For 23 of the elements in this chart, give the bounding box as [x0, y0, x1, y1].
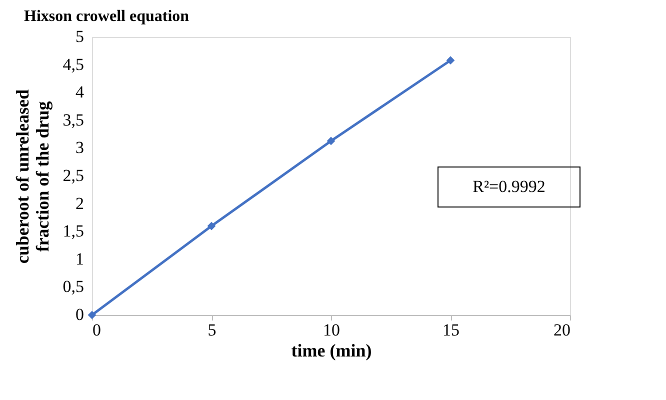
x-tick-label: 0: [92, 320, 101, 340]
x-tick-label: 5: [208, 320, 216, 340]
y-tick-label: 1,5: [62, 222, 84, 241]
y-tick-label: 0: [76, 305, 84, 324]
x-tick-label: 20: [554, 320, 570, 340]
x-tick-label: 15: [442, 320, 460, 340]
point: [446, 56, 455, 65]
y-tick-label: 2,5: [62, 166, 84, 185]
y-tick-label: 5: [76, 27, 84, 46]
point: [326, 136, 336, 146]
point: [207, 222, 216, 230]
y-tick-label: 3,5: [62, 110, 84, 130]
y-tick-label: 4: [76, 82, 84, 102]
y-tick-label: 3: [76, 138, 84, 158]
annotation: R²=0.9992: [472, 177, 546, 196]
chart-title: Hixson crowell equation: [24, 8, 190, 25]
y-tick-label: 0,5: [62, 277, 84, 296]
y-tick-label: 1: [76, 249, 84, 268]
x-axis-title: time (min): [291, 340, 372, 360]
y-tick-label: 2: [76, 194, 84, 213]
x-tick-label: 10: [323, 320, 340, 340]
y-tick-label: 4,5: [62, 54, 84, 74]
y-axis-title: cuberoot of unreleased fraction of the drug: [12, 89, 52, 264]
